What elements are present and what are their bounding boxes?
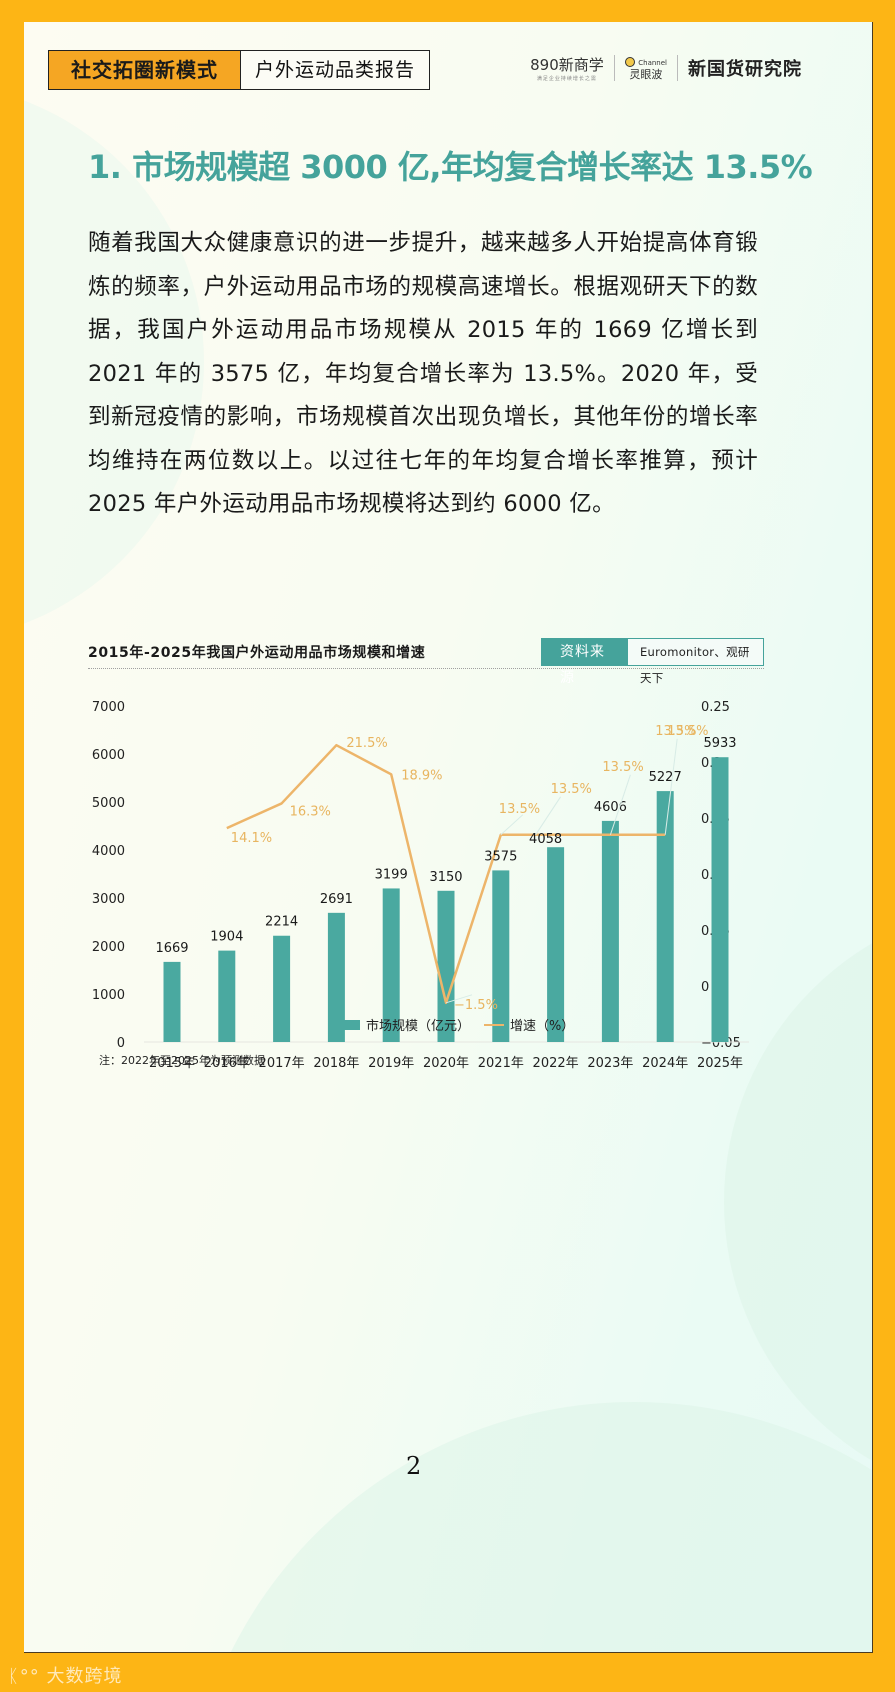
line-value-label: 13.5% <box>655 724 696 739</box>
bar <box>492 870 510 1042</box>
source-value: Euromonitor、观研天下 <box>627 639 763 685</box>
line-value-label: 13.5% <box>551 782 592 797</box>
bar <box>382 888 400 1042</box>
background-circle <box>184 1402 872 1652</box>
left-axis-tick: 0 <box>117 1036 125 1051</box>
left-axis-tick: 3000 <box>92 892 125 907</box>
left-axis-tick: 4000 <box>92 844 125 859</box>
label-leader-line <box>664 738 678 835</box>
watermark-dashujingjing: ᛕ°° 大数跨境 <box>8 1666 123 1687</box>
right-axis-tick: −0.05 <box>701 1036 741 1051</box>
bar <box>547 847 565 1042</box>
x-axis-tick: 2018年 <box>313 1056 359 1071</box>
logo-divider <box>677 55 678 81</box>
watermark-logo-icon: ᛕ°° <box>8 1666 40 1687</box>
x-axis-tick: 2019年 <box>368 1056 414 1071</box>
x-axis-tick: 2016年 <box>204 1056 250 1071</box>
section-headline: 1. 市场规模超 3000 亿,年均复合增长率达 13.5% <box>88 148 813 186</box>
bar <box>711 757 729 1042</box>
logo-channel-lingyanbo: Channel 灵眼波 <box>624 56 667 81</box>
bar <box>327 912 345 1042</box>
label-leader-line <box>500 814 524 836</box>
legend-line-label: 增速（%） <box>510 1019 575 1034</box>
bar <box>656 791 674 1042</box>
x-axis-tick: 2025年 <box>697 1056 743 1071</box>
section-tag-bar: 社交拓圈新模式 户外运动品类报告 <box>48 50 431 90</box>
section-tag-secondary: 户外运动品类报告 <box>241 51 430 89</box>
x-axis-tick: 2021年 <box>478 1056 524 1071</box>
left-axis-tick: 6000 <box>92 748 125 763</box>
bar-value-label: 3150 <box>429 870 462 885</box>
line-value-label: 13.5% <box>499 802 540 817</box>
bar-value-label: 2214 <box>265 915 298 930</box>
line-value-label: 21.5% <box>346 736 387 751</box>
x-axis-tick: 2022年 <box>533 1056 579 1071</box>
bar <box>601 820 619 1042</box>
chart-title: 2015年-2025年我国户外运动用品市场规模和增速 <box>88 645 426 661</box>
bar-value-label: 5227 <box>649 770 682 785</box>
legend-bar-swatch <box>340 1019 360 1030</box>
bar-value-label: 1904 <box>210 930 243 945</box>
bar-value-label: 2691 <box>320 892 353 907</box>
chart-legend: 市场规模（亿元） 增速（%） <box>340 1015 574 1034</box>
bar-value-label: 3199 <box>375 867 408 882</box>
left-axis-tick: 7000 <box>92 700 125 715</box>
bar-value-label: 3575 <box>484 849 517 864</box>
bar <box>437 890 455 1042</box>
logo-circle-icon <box>624 56 635 67</box>
x-axis-tick: 2017年 <box>259 1056 305 1071</box>
source-box: 资料来源 Euromonitor、观研天下 <box>541 638 764 686</box>
logo-divider <box>613 55 615 81</box>
bar-value-label: 5933 <box>703 736 736 751</box>
line-value-label: −1.5% <box>454 998 498 1013</box>
bar <box>218 950 236 1042</box>
bar-value-label: 4606 <box>594 800 627 815</box>
bar-value-label: 4058 <box>529 832 562 847</box>
legend-line-swatch <box>484 1023 505 1026</box>
bar <box>163 961 181 1042</box>
line-value-label: 13.5% <box>602 760 643 775</box>
report-page: 社交拓圈新模式 户外运动品类报告 890新商学 满足企业持续增长之需 Chann… <box>24 22 873 1653</box>
bar-value-label: 1669 <box>155 941 188 956</box>
chart-footnote: 注：2022年至2025年为预测数据 <box>99 1054 265 1067</box>
left-axis-tick: 2000 <box>92 940 125 955</box>
bar-series <box>163 757 729 1042</box>
page-number: 2 <box>406 1452 422 1480</box>
legend-bar-label: 市场规模（亿元） <box>366 1019 471 1034</box>
line-value-label: 13.5% <box>667 724 708 739</box>
line-series: 1669 1904 2214 2691 3199 3150 3575 4058 4606 5227… <box>155 724 736 1013</box>
logo-890-xinshangxue: 890新商学 满足企业持续增长之需 <box>530 56 604 82</box>
right-axis-tick: 0.25 <box>701 700 730 715</box>
line-value-label: 16.3% <box>290 804 331 819</box>
label-leader-line <box>535 796 562 836</box>
partner-logos: 890新商学 满足企业持续增长之需 Channel 灵眼波 新国货研究院 <box>530 54 802 82</box>
x-axis-tick: 2020年 <box>423 1056 469 1071</box>
x-axis-tick: 2023年 <box>587 1056 633 1071</box>
x-axis-tick: 2015年 <box>149 1056 195 1071</box>
label-leader-line <box>445 994 473 1004</box>
body-paragraph: 随着我国大众健康意识的进一步提升，越来越多人开始提高体育锻炼的频率，户外运动用品… <box>88 230 758 517</box>
chart-header: 2015年-2025年我国户外运动用品市场规模和增速 资料来源 Euromoni… <box>88 638 764 686</box>
x-axis-tick: 2024年 <box>642 1056 688 1071</box>
source-label: 资料来源 <box>542 639 628 686</box>
bar <box>273 935 291 1042</box>
left-y-axis: 7000 6000 5000 4000 3000 2000 1000 0 <box>92 700 125 1051</box>
logo-xinguohuo-institute: 新国货研究院 <box>688 59 802 80</box>
label-leader-line <box>609 774 631 835</box>
section-tag-primary: 社交拓圈新模式 <box>49 51 241 89</box>
line-value-label: 14.1% <box>231 831 272 846</box>
left-axis-tick: 5000 <box>92 796 125 811</box>
x-axis: 2015年 2016年 2017年 2018年 2019年 2020年 2021年 2022年… <box>149 1056 743 1071</box>
left-axis-tick: 1000 <box>92 988 125 1003</box>
line-value-label: 18.9% <box>401 768 442 783</box>
right-axis-tick: 0 <box>701 980 709 995</box>
